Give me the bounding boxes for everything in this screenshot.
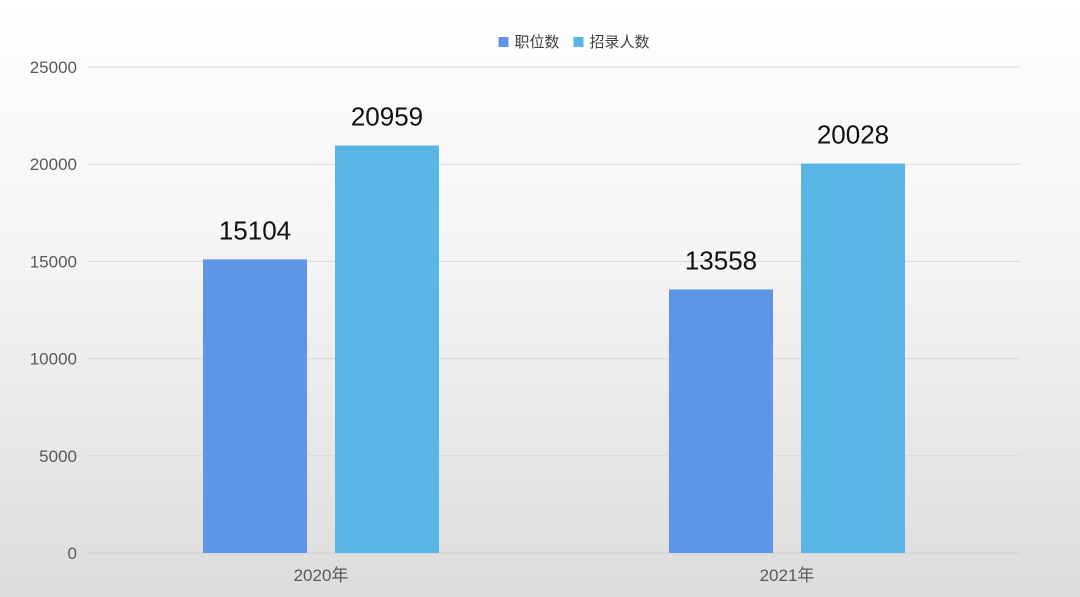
chart-legend: 职位数 招录人数 xyxy=(498,33,650,51)
bar-positions-1 xyxy=(669,289,773,553)
y-tick-label: 25000 xyxy=(30,58,77,77)
legend-swatch xyxy=(573,37,584,47)
y-tick-label: 5000 xyxy=(39,447,77,466)
y-axis-tick-labels: 0 5000 10000 15000 20000 25000 xyxy=(30,58,77,563)
y-tick-label: 20000 xyxy=(30,155,77,174)
bar-positions-0 xyxy=(203,259,307,553)
data-label: 20959 xyxy=(351,102,423,132)
legend-label: 职位数 xyxy=(515,33,560,51)
bar-series xyxy=(203,145,905,553)
x-category-label: 2021年 xyxy=(760,566,815,585)
legend-label: 招录人数 xyxy=(590,33,650,51)
y-tick-label: 10000 xyxy=(30,350,77,369)
x-axis-category-labels: 2020年 2021年 xyxy=(294,566,815,585)
data-labels: 15104 20959 13558 20028 xyxy=(219,102,889,276)
x-category-label: 2020年 xyxy=(294,566,349,585)
legend-swatch xyxy=(498,37,509,47)
y-tick-label: 15000 xyxy=(30,252,77,271)
data-label: 13558 xyxy=(685,245,757,275)
bar-recruits-0 xyxy=(335,145,439,553)
y-tick-label: 0 xyxy=(68,544,77,563)
data-label: 20028 xyxy=(817,120,889,150)
bar-recruits-1 xyxy=(801,163,905,553)
data-label: 15104 xyxy=(219,215,291,245)
